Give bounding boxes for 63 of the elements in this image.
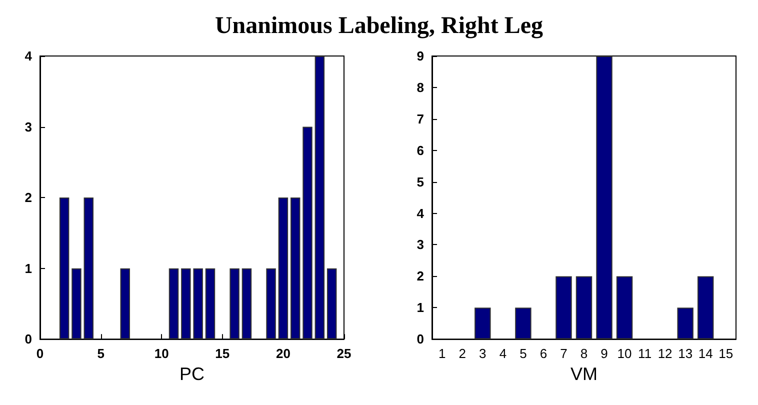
x-tick-label: 11 xyxy=(638,346,652,362)
bar xyxy=(616,276,633,340)
y-tick-label: 5 xyxy=(416,174,424,190)
y-tick-label: 6 xyxy=(416,142,424,158)
bar xyxy=(576,276,592,340)
bar xyxy=(205,268,216,340)
x-tick-label: 2 xyxy=(458,346,466,362)
x-tick-label: 20 xyxy=(276,346,290,362)
bar xyxy=(72,268,82,340)
bar xyxy=(181,268,191,340)
x-axis-title: PC xyxy=(179,364,205,384)
bar xyxy=(168,268,179,340)
x-tick-label: 5 xyxy=(97,346,104,362)
x-tick-label: 4 xyxy=(499,346,507,362)
x-tick-label: 25 xyxy=(336,346,352,362)
bar xyxy=(278,198,288,340)
x-tick-label: 9 xyxy=(600,346,608,362)
chart-title: Unanimous Labeling, Right Leg xyxy=(214,12,544,41)
y-tick-label: 1 xyxy=(24,260,32,276)
x-tick-label: 3 xyxy=(479,346,486,362)
y-tick-label: 4 xyxy=(416,206,425,221)
x-tick-label: 7 xyxy=(560,346,568,362)
x-tick-label: 8 xyxy=(580,346,588,362)
bar xyxy=(596,56,612,340)
y-tick-label: 8 xyxy=(416,80,424,95)
y-tick-label: 2 xyxy=(416,268,424,284)
y-tick-label: 4 xyxy=(24,48,33,64)
x-tick-label: 10 xyxy=(617,346,632,362)
y-tick-label: 2 xyxy=(24,190,32,206)
x-tick-label: 5 xyxy=(520,346,527,362)
bar xyxy=(290,198,300,340)
bar xyxy=(302,126,312,340)
x-axis-title: VM xyxy=(570,364,598,384)
bar xyxy=(193,268,203,340)
bar xyxy=(474,308,491,340)
x-tick-label: 6 xyxy=(540,346,548,362)
x-tick-label: 13 xyxy=(678,346,693,362)
x-tick-label: 10 xyxy=(154,346,169,362)
y-tick-label: 3 xyxy=(24,119,32,134)
y-tick-label: 0 xyxy=(416,332,424,347)
bar xyxy=(266,268,276,340)
bar xyxy=(556,276,572,340)
x-tick-label: 0 xyxy=(36,346,44,362)
bar xyxy=(230,268,240,340)
x-tick-label: 1 xyxy=(438,346,446,362)
bar xyxy=(120,268,130,340)
x-tick-label: 15 xyxy=(215,346,230,362)
y-tick-label: 1 xyxy=(416,300,424,316)
bar xyxy=(697,276,714,340)
bar xyxy=(677,308,694,340)
bar xyxy=(314,56,325,340)
y-tick-label: 9 xyxy=(416,48,424,64)
y-tick-label: 3 xyxy=(416,237,424,252)
bar xyxy=(84,198,94,340)
x-tick-label: 12 xyxy=(658,346,672,362)
bar xyxy=(326,268,337,340)
y-tick-label: 0 xyxy=(24,332,32,347)
x-tick-label: 15 xyxy=(718,346,734,362)
bar xyxy=(515,308,532,340)
bar xyxy=(59,198,70,340)
bar xyxy=(242,268,252,340)
x-tick-label: 14 xyxy=(698,346,713,362)
y-tick-label: 7 xyxy=(416,111,424,126)
